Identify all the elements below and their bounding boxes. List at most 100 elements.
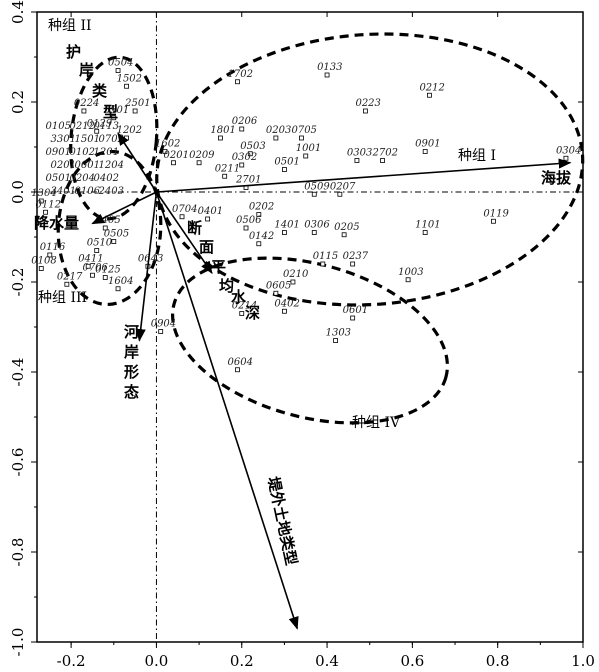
y-tick-label: -1.0 xyxy=(9,628,27,657)
site-marker xyxy=(111,115,117,121)
vector-label-revetment-1: 护 xyxy=(66,43,81,61)
site-label: 0510 xyxy=(87,238,113,249)
site-label: 0402 xyxy=(274,298,299,309)
site-label: 0501 xyxy=(46,173,71,184)
site-label: 1604 xyxy=(108,276,133,287)
site-marker xyxy=(124,83,129,89)
vector-label-depth-5: 水 xyxy=(231,288,247,306)
site-marker xyxy=(38,266,44,271)
site-marker xyxy=(102,275,108,280)
site-marker xyxy=(422,230,428,235)
site-label: 0405 xyxy=(95,215,120,226)
site-marker xyxy=(222,173,228,179)
site-marker xyxy=(311,191,317,197)
site-marker xyxy=(171,160,176,166)
environment-vector xyxy=(117,132,158,193)
site-label: 0503 xyxy=(240,141,265,152)
site-label: 0108 xyxy=(31,256,56,267)
site-label: 0901 xyxy=(415,139,440,150)
x-tick-label: 0.2 xyxy=(230,652,254,670)
site-label: 0237 xyxy=(343,251,369,262)
site-marker xyxy=(81,108,87,114)
x-tick-label: 0.4 xyxy=(315,652,339,670)
y-tick-label: -0.4 xyxy=(9,358,27,387)
site-label: 1303 xyxy=(326,328,351,339)
y-tick-label: 0.4 xyxy=(9,0,27,24)
site-marker xyxy=(94,128,100,134)
site-label: 0704 xyxy=(172,204,197,215)
site-label: 0509 xyxy=(304,181,330,192)
site-marker xyxy=(282,167,287,172)
site-label: 0705 xyxy=(291,125,316,136)
site-label: 0142 xyxy=(249,231,274,242)
vector-label-land-use: 堤外土地类型 xyxy=(264,475,300,567)
site-label: 0102 xyxy=(70,147,95,158)
site-label: 0204 xyxy=(70,173,95,184)
site-label: 0105 xyxy=(46,121,71,132)
site-label: 1003 xyxy=(398,267,423,278)
site-label: 1001 xyxy=(296,143,321,154)
x-tick-label: 1.0 xyxy=(571,652,595,670)
site-label: 0207 xyxy=(330,181,356,192)
environment-vector xyxy=(135,191,158,342)
group-label-iv: 种组 IV xyxy=(352,415,401,431)
site-marker xyxy=(102,225,108,231)
site-label: 0601 xyxy=(343,305,368,316)
site-marker xyxy=(350,261,356,267)
site-marker xyxy=(235,367,240,373)
site-marker xyxy=(132,108,138,114)
site-marker xyxy=(256,241,262,247)
site-marker xyxy=(405,277,411,283)
site-label: 0605 xyxy=(266,280,291,291)
site-marker xyxy=(239,311,245,316)
site-marker xyxy=(290,279,296,285)
site-marker xyxy=(299,135,304,141)
environment-vector xyxy=(91,191,157,225)
site-label: 0201 xyxy=(51,160,76,171)
site-marker xyxy=(47,252,53,258)
site-marker xyxy=(85,263,91,269)
site-marker xyxy=(162,149,168,154)
site-label: 0115 xyxy=(313,251,338,262)
site-marker xyxy=(64,281,70,287)
site-label: 0506 xyxy=(236,215,262,226)
vector-label-revetment-3: 类 xyxy=(92,82,108,100)
site-label: 0224 xyxy=(74,98,99,109)
site-label: 0206 xyxy=(232,116,258,127)
site-label: 0402 xyxy=(94,173,119,184)
vector-label-revetment-4: 型 xyxy=(103,103,118,121)
site-label: 0901 xyxy=(46,147,71,158)
site-label: 3301 xyxy=(51,134,76,145)
environment-vectors xyxy=(91,132,572,630)
site-label: 0306 xyxy=(304,220,330,231)
environment-vector xyxy=(155,191,299,630)
site-label: 0604 xyxy=(227,357,252,368)
site-marker xyxy=(333,338,338,343)
site-marker xyxy=(273,290,279,296)
site-marker xyxy=(239,162,245,168)
site-label: 0302 xyxy=(232,152,257,163)
site-label: 0643 xyxy=(138,253,163,264)
x-tick-label: 0.8 xyxy=(486,652,510,670)
site-marker xyxy=(491,218,496,224)
site-marker xyxy=(43,209,48,215)
site-marker xyxy=(380,158,385,163)
vector-label-depth-2: 面 xyxy=(199,238,214,256)
vector-label-bank-3: 形 xyxy=(124,363,139,381)
vector-label-bank-4: 态 xyxy=(124,383,139,401)
site-label: 0303 xyxy=(347,148,372,159)
y-tick-label: -0.2 xyxy=(9,268,27,297)
site-label: 0205 xyxy=(334,222,359,233)
site-label: 0210 xyxy=(283,269,309,280)
site-marker xyxy=(282,308,287,314)
site-label: 0211 xyxy=(215,163,240,174)
site-marker xyxy=(422,149,428,154)
site-label: 0119 xyxy=(483,208,509,219)
site-label: 2501 xyxy=(124,98,150,109)
x-tick-label: 0.0 xyxy=(145,652,169,670)
site-marker xyxy=(111,239,117,244)
site-label: 2702 xyxy=(372,148,398,159)
